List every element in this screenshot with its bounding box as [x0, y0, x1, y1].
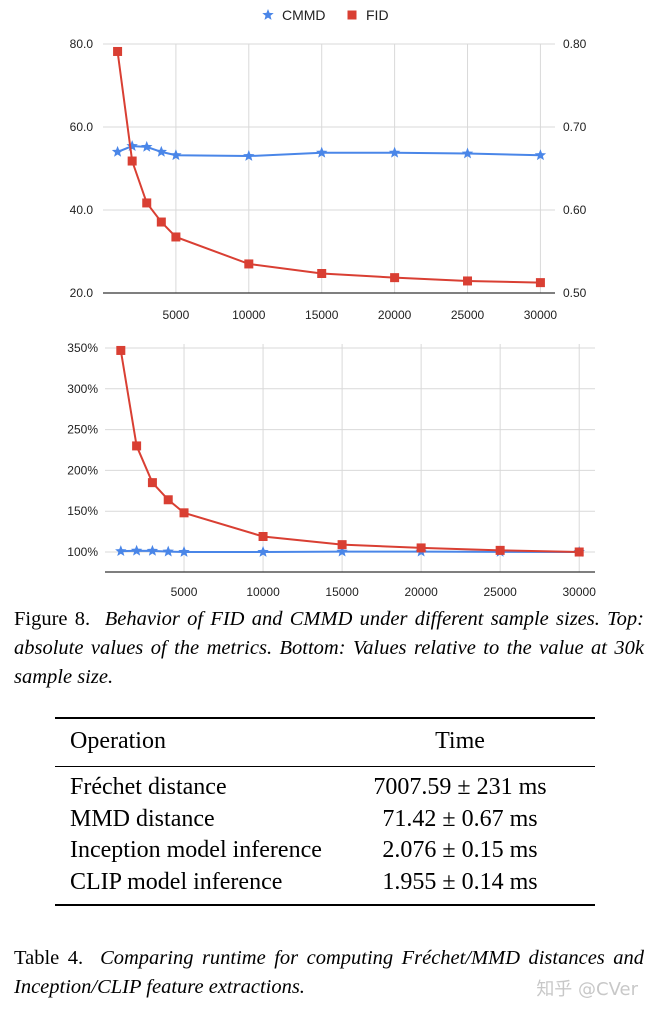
data-point-fid	[179, 508, 189, 518]
figure-caption-label: Figure 8.	[14, 608, 91, 630]
data-point-cmmd	[115, 545, 127, 557]
data-point-cmmd	[336, 545, 348, 557]
series-line-fid	[119, 350, 580, 553]
legend-marker-cmmd	[262, 9, 274, 20]
figure-caption-tail: sample size.	[14, 666, 114, 688]
table-caption-text: Comparing runtime for computing Fréchet/…	[14, 947, 645, 998]
data-point-fid	[390, 273, 400, 283]
data-point-fid	[317, 268, 327, 278]
data-point-cmmd	[141, 140, 153, 152]
table-caption: Table 4. Comparing runtime for computing…	[14, 944, 644, 1002]
legend-label-fid: FID	[366, 7, 389, 23]
watermark: 知乎 @CVer	[536, 979, 638, 1000]
table-cell-operation: MMD distance	[70, 806, 215, 832]
figure-8-charts: CMMD FID 20.0 40.0 60.0 80.0 0.50 0.60 0.70 0.80…	[67, 7, 596, 599]
table-bottom-rule	[55, 904, 595, 906]
data-point-cmmd	[243, 150, 255, 161]
x-tick-label: 25000	[483, 585, 517, 599]
data-point-cmmd	[316, 146, 328, 158]
x-tick-label: 15000	[305, 308, 339, 322]
data-point-fid	[147, 478, 157, 488]
x-tick-label: 10000	[246, 585, 280, 599]
data-point-fid	[463, 276, 473, 286]
data-point-cmmd	[162, 545, 174, 557]
legend-label-cmmd: CMMD	[282, 7, 326, 23]
x-tick-label: 30000	[524, 308, 558, 322]
figure-caption: Figure 8. Behavior of FID and CMMD under…	[14, 605, 644, 692]
table-header-time: Time	[435, 728, 485, 754]
table-cell-operation: Fréchet distance	[70, 774, 227, 800]
y-right-tick-label: 0.80	[563, 37, 587, 51]
data-point-fid	[116, 345, 126, 355]
x-tick-label: 25000	[451, 308, 485, 322]
data-point-fid	[171, 232, 181, 242]
table-mid-rule	[55, 766, 595, 767]
y-left-tick-label: 60.0	[70, 120, 94, 134]
y-tick-label: 300%	[67, 382, 98, 396]
y-tick-label: 200%	[67, 463, 98, 477]
data-point-fid	[142, 198, 152, 208]
table-cell-operation: Inception model inference	[70, 837, 322, 863]
table-caption-label: Table 4.	[14, 947, 84, 969]
data-point-cmmd	[155, 145, 168, 157]
data-point-fid	[156, 217, 166, 227]
y-right-tick-label: 0.50	[563, 286, 587, 300]
data-point-cmmd	[130, 544, 143, 556]
data-point-fid	[258, 531, 268, 541]
series-line-cmmd	[120, 549, 580, 553]
data-point-cmmd	[111, 145, 124, 157]
x-tick-label: 20000	[404, 585, 438, 599]
data-point-cmmd	[388, 146, 401, 158]
data-point-cmmd	[126, 140, 138, 151]
data-point-fid	[127, 156, 137, 166]
table-header-operation: Operation	[70, 728, 166, 754]
y-right-tick-label: 0.70	[563, 120, 587, 134]
y-tick-label: 350%	[67, 341, 98, 355]
data-point-fid	[337, 540, 347, 550]
data-point-fid	[535, 278, 545, 288]
data-point-fid	[495, 545, 505, 555]
legend-marker-fid	[347, 10, 357, 20]
chart-bottom-relative: 100% 150% 200% 250% 300% 350% 5000 10000 15000 20…	[67, 341, 596, 599]
figure-caption-k: k	[634, 637, 644, 659]
data-point-cmmd	[257, 546, 269, 557]
x-tick-label: 30000	[563, 585, 597, 599]
data-point-fid	[416, 543, 426, 553]
data-point-fid	[244, 259, 254, 269]
chart-top-absolute: 20.0 40.0 60.0 80.0 0.50 0.60 0.70 0.80 5000 1000…	[70, 37, 587, 322]
data-point-cmmd	[178, 546, 190, 557]
data-point-cmmd	[170, 149, 182, 161]
table-top-rule	[55, 717, 595, 719]
x-tick-label: 15000	[325, 585, 359, 599]
data-point-fid	[132, 441, 142, 451]
y-left-tick-label: 80.0	[70, 37, 94, 51]
y-left-tick-label: 20.0	[70, 286, 94, 300]
y-tick-label: 150%	[67, 504, 98, 518]
data-point-fid	[113, 46, 123, 56]
data-point-cmmd	[146, 544, 159, 556]
data-point-fid	[574, 547, 584, 557]
table-cell-time: 71.42 ± 0.67 ms	[382, 806, 538, 832]
data-point-cmmd	[461, 147, 474, 159]
y-right-tick-label: 0.60	[563, 203, 587, 217]
x-tick-label: 5000	[171, 585, 198, 599]
data-point-cmmd	[534, 149, 547, 161]
x-tick-label: 5000	[163, 308, 190, 322]
table-cell-time: 2.076 ± 0.15 ms	[382, 837, 538, 863]
data-point-fid	[163, 495, 173, 505]
y-tick-label: 100%	[67, 545, 98, 559]
x-tick-label: 20000	[378, 308, 412, 322]
table-cell-time: 7007.59 ± 231 ms	[373, 774, 547, 800]
x-tick-label: 10000	[232, 308, 266, 322]
figure-caption-text: Behavior of FID and CMMD under different…	[14, 608, 644, 659]
table-cell-operation: CLIP model inference	[70, 869, 283, 895]
series-line-cmmd	[117, 145, 541, 158]
y-left-tick-label: 40.0	[70, 203, 94, 217]
table-cell-time: 1.955 ± 0.14 ms	[382, 869, 538, 895]
series-line-fid	[116, 51, 541, 284]
y-tick-label: 250%	[67, 423, 98, 437]
chart-legend: CMMD FID	[262, 7, 389, 23]
